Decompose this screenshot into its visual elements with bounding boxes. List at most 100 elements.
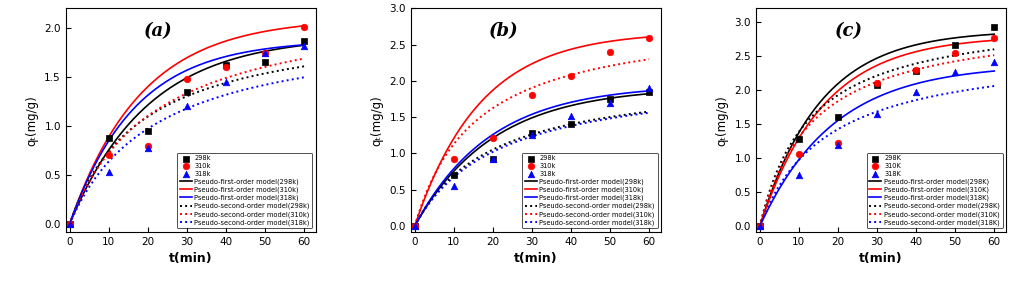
- 318k: [406, 224, 423, 228]
- Pseudo-second-order model(310k): [578, 70, 590, 73]
- Pseudo-second-order model(318k): [579, 121, 591, 125]
- 310K: [752, 224, 768, 229]
- Pseudo-first-order model(310k): [485, 90, 497, 94]
- Pseudo-second-order model(310k): [501, 98, 514, 101]
- Pseudo-first-order model(310k): [92, 155, 104, 158]
- Pseudo-first-order model(318k): [234, 51, 246, 55]
- Pseudo-second-order model(318K): [988, 84, 1000, 88]
- Pseudo-second-order model(318k): [578, 121, 590, 125]
- 298k: [446, 173, 462, 178]
- Pseudo-second-order model(318k): [64, 222, 76, 226]
- Pseudo-second-order model(318k): [556, 126, 568, 130]
- Line: Pseudo-first-order model(298k): Pseudo-first-order model(298k): [70, 45, 304, 224]
- Pseudo-first-order model(298K): [830, 83, 842, 87]
- Pseudo-first-order model(318K): [923, 79, 935, 82]
- Pseudo-second-order model(298K): [782, 147, 794, 150]
- Pseudo-first-order model(298k): [556, 106, 568, 110]
- Line: Pseudo-second-order model(298k): Pseudo-second-order model(298k): [70, 66, 304, 224]
- Pseudo-second-order model(310k): [298, 57, 310, 60]
- Pseudo-second-order model(298k): [140, 116, 152, 119]
- 310k: [62, 222, 78, 226]
- 310K: [986, 36, 1002, 41]
- Pseudo-first-order model(318k): [579, 98, 591, 101]
- Pseudo-first-order model(298k): [92, 165, 104, 169]
- Line: Pseudo-first-order model(310k): Pseudo-first-order model(310k): [70, 26, 304, 224]
- Y-axis label: qₜ(mg/g): qₜ(mg/g): [716, 95, 729, 146]
- Pseudo-second-order model(318K): [923, 96, 935, 99]
- 298K: [791, 137, 807, 141]
- Pseudo-second-order model(310k): [485, 108, 497, 111]
- 298K: [986, 24, 1002, 29]
- 310k: [641, 36, 657, 40]
- Pseudo-second-order model(310K): [901, 70, 913, 74]
- Pseudo-second-order model(310K): [923, 65, 935, 68]
- Pseudo-second-order model(318k): [233, 89, 245, 93]
- Pseudo-first-order model(310k): [140, 87, 152, 90]
- Pseudo-second-order model(318K): [830, 128, 842, 132]
- Pseudo-first-order model(298k): [157, 92, 169, 95]
- Pseudo-second-order model(298k): [92, 164, 104, 167]
- 318K: [830, 142, 846, 147]
- Pseudo-second-order model(318k): [643, 111, 655, 114]
- Pseudo-first-order model(310k): [578, 44, 590, 48]
- Pseudo-first-order model(318k): [408, 224, 421, 228]
- 298k: [179, 89, 195, 94]
- Pseudo-first-order model(318k): [64, 222, 76, 226]
- Pseudo-first-order model(310K): [901, 52, 913, 56]
- Line: Pseudo-first-order model(318K): Pseudo-first-order model(318K): [760, 71, 994, 226]
- 310K: [830, 140, 846, 145]
- 310k: [563, 74, 579, 78]
- 318k: [179, 104, 195, 109]
- Pseudo-second-order model(310K): [754, 225, 766, 228]
- Pseudo-first-order model(318k): [501, 124, 514, 127]
- Line: Pseudo-first-order model(318k): Pseudo-first-order model(318k): [415, 91, 649, 226]
- Pseudo-second-order model(310k): [643, 58, 655, 61]
- 298k: [641, 90, 657, 94]
- Legend: 298K, 310K, 318K, Pseudo-first-order model(298K), Pseudo-first-order model(310K): 298K, 310K, 318K, Pseudo-first-order mod…: [866, 153, 1003, 228]
- 318k: [563, 114, 579, 118]
- 310K: [791, 151, 807, 156]
- 298k: [406, 224, 423, 228]
- Text: (c): (c): [834, 22, 862, 40]
- Pseudo-first-order model(310k): [64, 222, 76, 226]
- Pseudo-second-order model(318k): [298, 76, 310, 79]
- Line: Pseudo-second-order model(310K): Pseudo-second-order model(310K): [760, 55, 994, 226]
- Pseudo-first-order model(310K): [830, 91, 842, 94]
- Pseudo-first-order model(310k): [437, 156, 449, 159]
- Pseudo-first-order model(310k): [211, 42, 223, 46]
- 298k: [257, 60, 273, 65]
- Pseudo-first-order model(298K): [782, 151, 794, 155]
- X-axis label: t(min): t(min): [859, 252, 903, 265]
- Pseudo-first-order model(310K): [846, 78, 858, 81]
- Pseudo-first-order model(310k): [234, 35, 246, 38]
- 310K: [947, 51, 963, 55]
- Pseudo-second-order model(310k): [211, 79, 223, 83]
- Pseudo-first-order model(318k): [437, 180, 449, 183]
- Pseudo-second-order model(298K): [924, 58, 936, 62]
- 310k: [179, 77, 195, 81]
- Legend: 298k, 310k, 318k, Pseudo-first-order model(298k), Pseudo-first-order model(310k): 298k, 310k, 318k, Pseudo-first-order mod…: [177, 153, 312, 228]
- Pseudo-second-order model(298k): [485, 149, 497, 152]
- Pseudo-second-order model(298k): [234, 77, 246, 81]
- Pseudo-second-order model(318k): [140, 128, 152, 132]
- Pseudo-second-order model(298k): [556, 124, 568, 128]
- 298k: [140, 129, 156, 133]
- Pseudo-first-order model(298k): [437, 182, 449, 185]
- 310k: [140, 143, 156, 148]
- Pseudo-first-order model(318K): [924, 79, 936, 82]
- 310K: [908, 67, 924, 72]
- Pseudo-second-order model(310k): [64, 222, 76, 226]
- Line: Pseudo-second-order model(298K): Pseudo-second-order model(298K): [760, 49, 994, 226]
- 318K: [791, 173, 807, 178]
- Line: Pseudo-first-order model(310K): Pseudo-first-order model(310K): [760, 40, 994, 226]
- 298k: [602, 97, 618, 101]
- Pseudo-first-order model(318k): [157, 82, 169, 86]
- Pseudo-first-order model(310K): [754, 225, 766, 228]
- Legend: 298k, 310k, 318k, Pseudo-first-order model(298k), Pseudo-first-order model(310k): 298k, 310k, 318k, Pseudo-first-order mod…: [522, 153, 657, 228]
- 318K: [868, 112, 885, 116]
- Pseudo-first-order model(298K): [754, 225, 766, 228]
- Pseudo-second-order model(318k): [408, 224, 421, 228]
- Pseudo-second-order model(298K): [754, 225, 766, 228]
- Line: Pseudo-second-order model(310k): Pseudo-second-order model(310k): [415, 59, 649, 226]
- Pseudo-second-order model(298k): [233, 78, 245, 81]
